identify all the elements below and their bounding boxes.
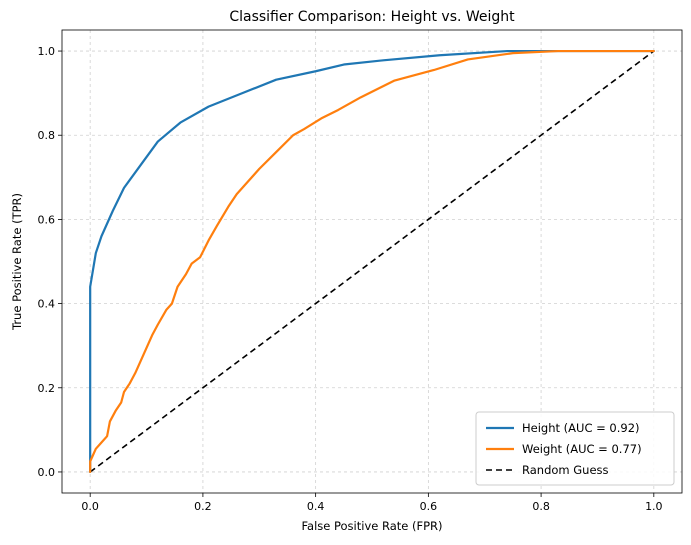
plot-layer	[89, 49, 655, 474]
y-tick-label: 0.0	[38, 466, 56, 479]
x-axis-label: False Positive Rate (FPR)	[301, 519, 442, 533]
legend-label: Weight (AUC = 0.77)	[522, 442, 642, 456]
series-line-weight	[89, 49, 655, 474]
x-tick-label: 0.8	[532, 500, 550, 513]
x-tick-label: 0.0	[81, 500, 99, 513]
x-tick-label: 0.4	[307, 500, 325, 513]
x-tick-label: 0.2	[194, 500, 212, 513]
y-axis-label: True Positive Rate (TPR)	[10, 193, 24, 331]
y-tick-label: 0.4	[38, 298, 56, 311]
plot-frame	[61, 29, 683, 494]
x-tick-label: 0.6	[420, 500, 438, 513]
series-line-random	[89, 50, 655, 473]
chart-title: Classifier Comparison: Height vs. Weight	[229, 9, 515, 25]
legend-label: Height (AUC = 0.92)	[522, 421, 640, 435]
tick-layer: 0.0 0.2 0.4 0.6 0.8 1.0 0.0 0.2 0.4 0.6 0.8 1.0	[38, 45, 663, 513]
x-tick-label: 1.0	[645, 500, 663, 513]
legend: Height (AUC = 0.92) Weight (AUC = 0.77) Ra…	[475, 411, 675, 486]
y-tick-label: 1.0	[38, 45, 56, 58]
series-line-height	[89, 49, 655, 474]
legend-box	[475, 411, 675, 486]
legend-label: Random Guess	[522, 463, 609, 477]
y-tick-label: 0.2	[38, 382, 56, 395]
y-tick-label: 0.6	[38, 213, 56, 226]
y-tick-label: 0.8	[38, 129, 56, 142]
